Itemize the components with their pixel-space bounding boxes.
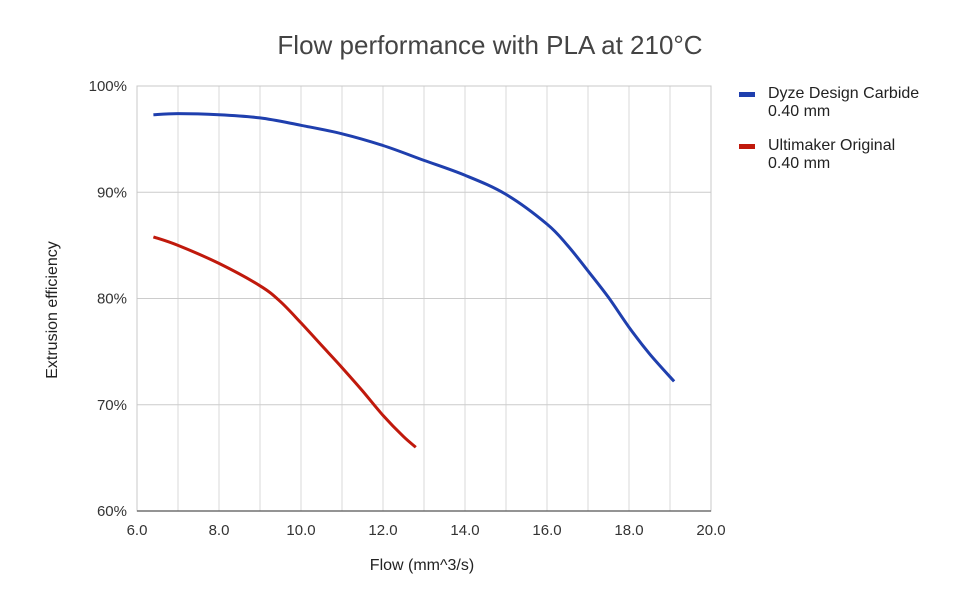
legend-swatch-dyze-design-carbide <box>739 92 755 97</box>
y-tick-label: 60% <box>97 503 127 520</box>
legend-sublabel-dyze-design-carbide: 0.40 mm <box>768 103 830 120</box>
legend-sublabel-ultimaker-original: 0.40 mm <box>768 155 830 172</box>
y-tick-label: 100% <box>89 78 127 95</box>
legend-label-ultimaker-original: Ultimaker Original <box>768 137 895 154</box>
series-line-dyze-design-carbide <box>153 112 676 383</box>
legend-label-dyze-design-carbide: Dyze Design Carbide <box>768 85 919 102</box>
x-tick-label: 16.0 <box>532 522 561 539</box>
y-axis-label: Extrusion efficiency <box>44 241 61 379</box>
grid <box>136 85 712 512</box>
legend-swatch-ultimaker-original <box>739 144 755 149</box>
y-tick-label: 70% <box>97 397 127 414</box>
y-tick-label: 80% <box>97 291 127 308</box>
axis-ticks: 6.0 8.0 10.0 12.0 14.0 16.0 18.0 20.0 60% 70% 80% 9… <box>89 78 726 539</box>
series-line-ultimaker-original <box>152 235 417 449</box>
x-tick-label: 12.0 <box>368 522 397 539</box>
series-lines <box>152 112 676 449</box>
y-tick-label: 90% <box>97 184 127 201</box>
x-tick-label: 6.0 <box>127 522 148 539</box>
x-tick-label: 10.0 <box>286 522 315 539</box>
x-tick-label: 14.0 <box>450 522 479 539</box>
x-axis-label: Flow (mm^3/s) <box>370 557 474 574</box>
x-tick-label: 20.0 <box>696 522 725 539</box>
x-tick-label: 8.0 <box>209 522 230 539</box>
x-tick-label: 18.0 <box>614 522 643 539</box>
chart-title: Flow performance with PLA at 210°C <box>277 30 702 60</box>
